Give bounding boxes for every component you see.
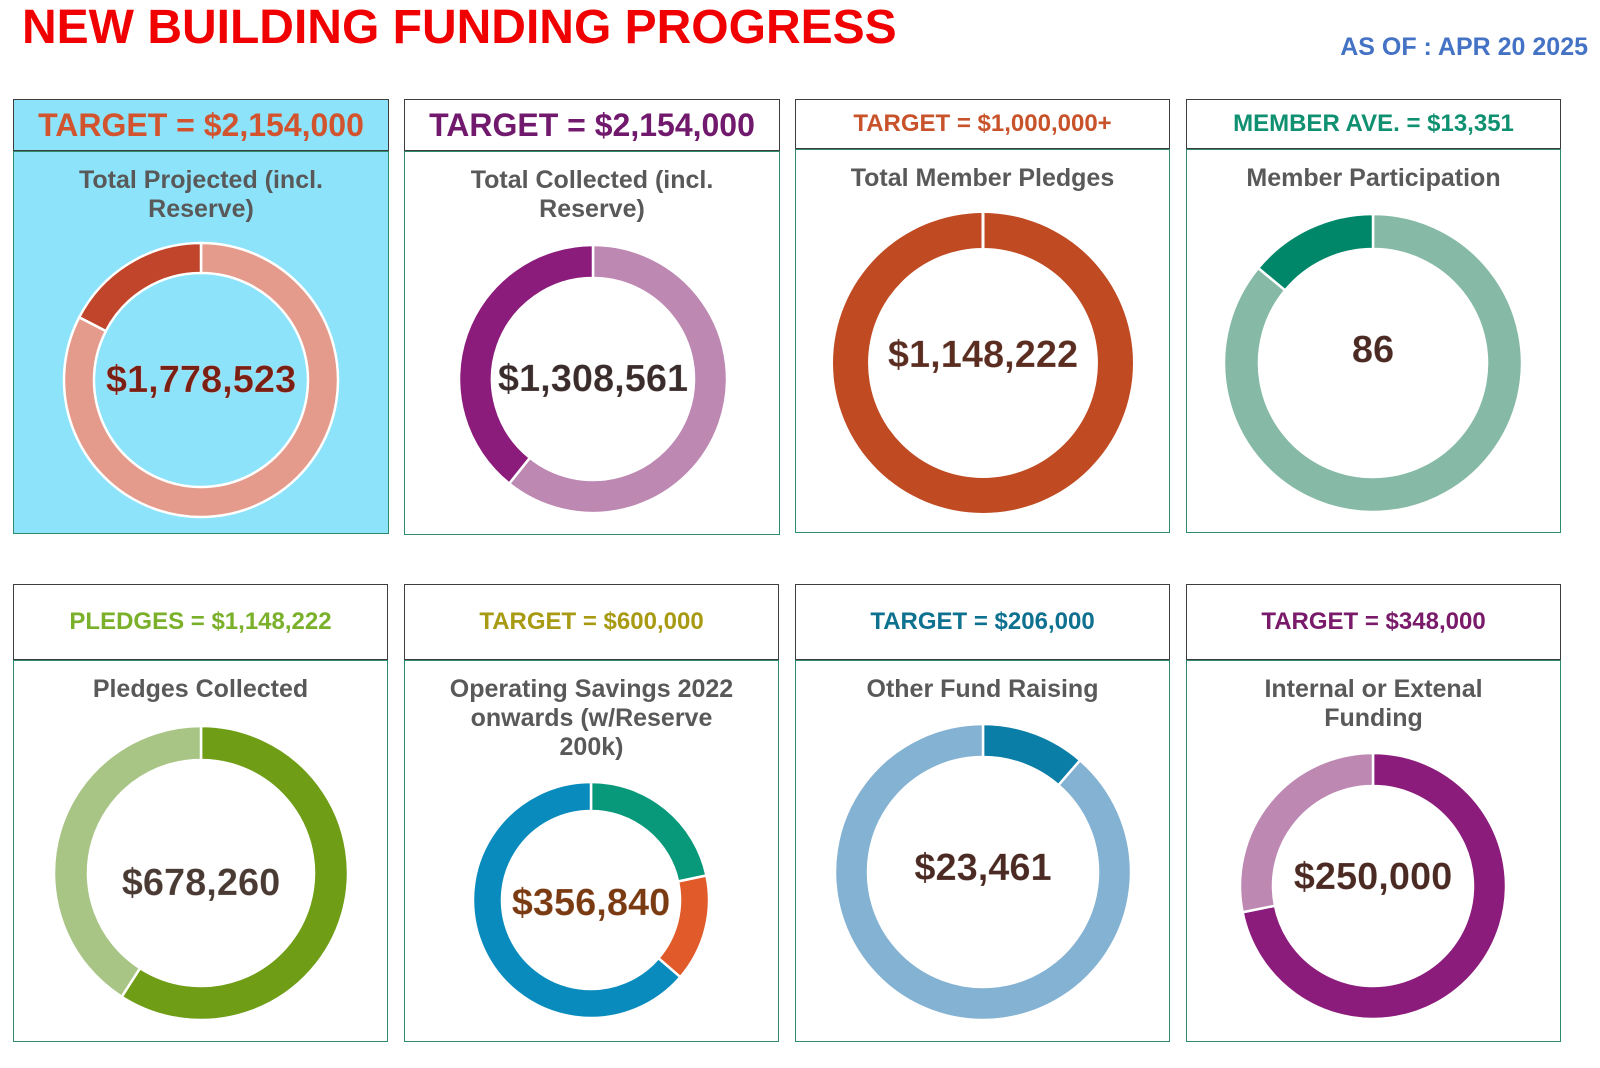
chart-panel: PLEDGES = $1,148,222 Pledges Collected $67… [13,584,388,1042]
donut-slice [1256,212,1375,293]
donut-slice [507,243,729,515]
chart-header: PLEDGES = $1,148,222 [13,584,388,660]
donut-slice [52,724,203,999]
donut-chart [457,243,729,515]
center-value: $1,308,561 [497,358,689,401]
chart-title: Total Member Pledges [850,164,1115,192]
donut-slice [119,724,350,1022]
center-value: $356,840 [511,882,671,925]
center-value: $1,148,222 [887,334,1079,377]
donut-slice [457,243,595,486]
chart-area: Operating Savings 2022 onwards (w/Reserv… [404,660,779,1042]
chart-title: Pledges Collected [92,675,309,703]
chart-title: Operating Savings 2022 onwards (w/Reserv… [449,675,734,761]
chart-panel: TARGET = $2,154,000 Total Collected (incl… [404,99,780,535]
chart-panel: TARGET = $348,000 Internal or Extenal Fun… [1186,584,1561,1042]
chart-header: TARGET = $1,000,000+ [795,99,1170,149]
donut-slice [833,722,1133,1022]
chart-panel: TARGET = $1,000,000+ Total Member Pledges… [795,99,1170,533]
donut-chart [471,780,711,1020]
center-value: 86 [1351,329,1395,372]
donut-chart [52,724,350,1022]
center-value: $23,461 [914,847,1052,890]
chart-title: Total Collected (incl. Reserve) [470,166,714,223]
chart-title: Member Participation [1246,164,1501,192]
page-title: NEW BUILDING FUNDING PROGRESS [22,1,897,54]
center-value: $250,000 [1293,856,1453,899]
chart-title: Total Projected (incl. Reserve) [78,166,324,223]
chart-header: TARGET = $600,000 [404,584,779,660]
chart-panel: TARGET = $600,000 Operating Savings 2022 … [404,584,779,1042]
donut-slice [1222,212,1524,514]
donut-chart [1238,751,1508,1021]
chart-header: TARGET = $206,000 [795,584,1170,660]
donut-chart [62,241,340,519]
donut-slice [471,780,683,1020]
chart-title: Internal or Extenal Funding [1264,675,1483,732]
donut-slice [1238,751,1375,914]
chart-header: TARGET = $2,154,000 [13,99,389,151]
chart-title: Other Fund Raising [866,675,1099,703]
as-of-date: AS OF : APR 20 2025 [1340,33,1588,61]
chart-header: TARGET = $348,000 [1186,584,1561,660]
center-value: $1,778,523 [105,359,297,402]
donut-chart [833,722,1133,1022]
donut-slice [77,241,203,333]
donut-chart [833,213,1133,513]
chart-panel: MEMBER AVE. = $13,351 Member Participatio… [1186,99,1561,533]
chart-header: TARGET = $2,154,000 [404,99,780,151]
chart-header: MEMBER AVE. = $13,351 [1186,99,1561,149]
donut-slice [589,780,708,883]
donut-chart [1222,212,1524,514]
chart-panel: TARGET = $2,154,000 Total Projected (incl… [13,99,389,534]
donut-slice [1241,751,1508,1021]
center-value: $678,260 [121,862,281,905]
donut-slice [62,241,340,519]
chart-panel: TARGET = $206,000 Other Fund Raising $23,4… [795,584,1170,1042]
